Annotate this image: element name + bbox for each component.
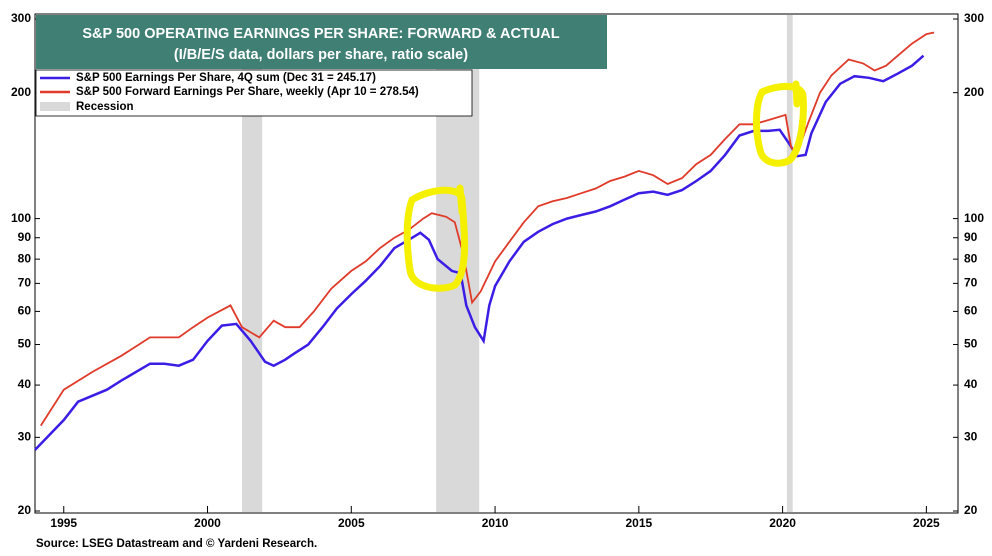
y-tick-label: 20 [964, 503, 978, 517]
y-tick-label: 300 [11, 11, 31, 25]
y-tick-label: 80 [18, 251, 32, 265]
y-tick-label: 50 [18, 337, 32, 351]
y-tick-label: 60 [964, 304, 978, 318]
recession-band [786, 15, 793, 512]
y-tick-label: 40 [18, 377, 32, 391]
y-tick-label: 300 [964, 11, 984, 25]
series-line [40, 31, 935, 427]
chart-subtitle: (I/B/E/S data, dollars per share, ratio … [174, 47, 468, 63]
y-tick-label: 90 [18, 230, 32, 244]
y-tick-label: 40 [964, 377, 978, 391]
y-tick-label: 30 [964, 430, 978, 444]
y-tick-label: 100 [964, 211, 984, 225]
y-tick-label: 60 [18, 304, 32, 318]
y-tick-label: 70 [964, 276, 978, 290]
x-tick-label: 2015 [625, 516, 652, 530]
legend-label: Recession [76, 101, 134, 113]
series-line [34, 54, 925, 451]
x-tick-label: 2010 [482, 516, 509, 530]
chart-title: S&P 500 OPERATING EARNINGS PER SHARE: FO… [82, 26, 559, 42]
legend-label: S&P 500 Earnings Per Share, 4Q sum (Dec … [76, 72, 376, 84]
highlight [753, 80, 807, 167]
y-tick-label: 20 [18, 503, 32, 517]
x-tick-label: 2005 [338, 516, 365, 530]
legend: S&P 500 Earnings Per Share, 4Q sum (Dec … [35, 69, 473, 117]
x-tick-label: 2000 [194, 516, 221, 530]
source-note: Source: LSEG Datastream and © Yardeni Re… [36, 538, 317, 550]
y-tick-label: 200 [11, 85, 31, 99]
highlight [403, 184, 469, 292]
y-tick-label: 50 [964, 337, 978, 351]
y-tick-label: 80 [964, 251, 978, 265]
legend-box [35, 69, 473, 117]
x-tick-label: 1995 [50, 516, 77, 530]
x-tick-label: 2025 [913, 516, 940, 530]
y-tick-label: 100 [11, 211, 31, 225]
recession-band [242, 15, 263, 512]
series-lines [34, 31, 935, 451]
y-tick-label: 70 [18, 276, 32, 290]
x-tick-label: 2020 [769, 516, 796, 530]
legend-swatch [40, 102, 70, 111]
y-tick-label: 200 [964, 85, 984, 99]
y-tick-label: 90 [964, 230, 978, 244]
legend-label: S&P 500 Forward Earnings Per Share, week… [76, 86, 419, 98]
title-box [36, 15, 607, 69]
y-tick-label: 30 [18, 430, 32, 444]
